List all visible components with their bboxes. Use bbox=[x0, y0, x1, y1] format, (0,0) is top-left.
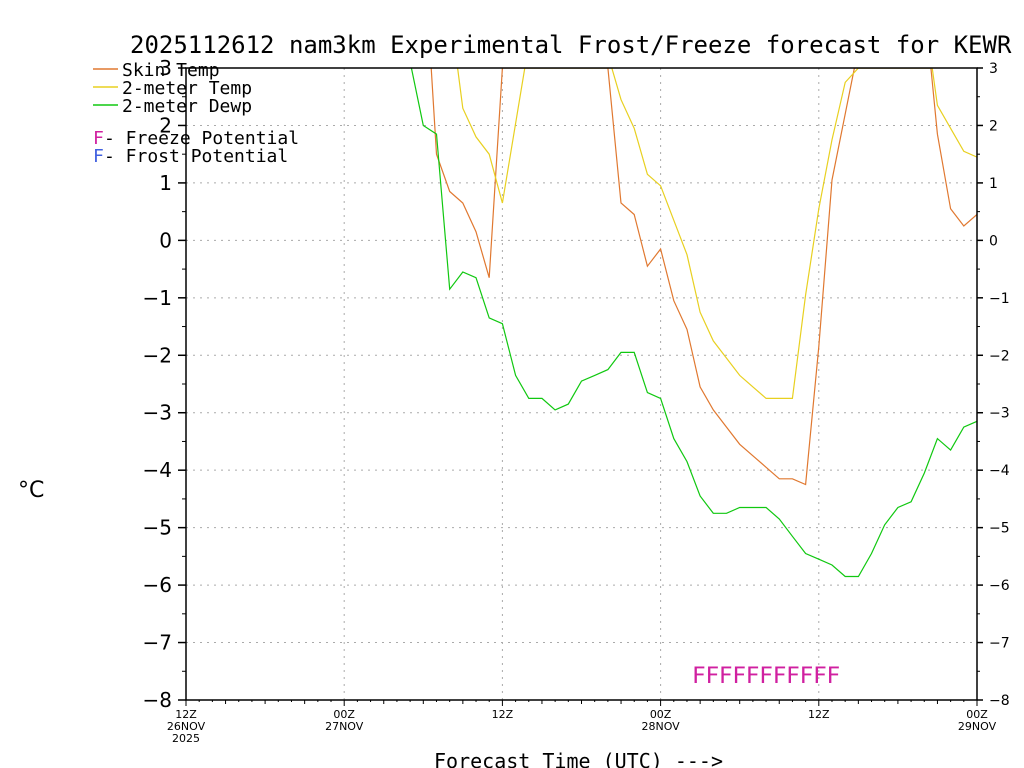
legend-note-symbol: F bbox=[93, 128, 104, 149]
freeze-potential-markers: FFFFFFFFFFF bbox=[692, 664, 840, 689]
x-tick-label: 27NOV bbox=[325, 720, 364, 733]
y-tick-label-right: −6 bbox=[989, 578, 1010, 594]
y-tick-label-left: 3 bbox=[159, 56, 172, 80]
legend-label: 2-meter Temp bbox=[122, 78, 252, 99]
x-axis-label: Forecast Time (UTC) ---> bbox=[434, 749, 723, 768]
y-tick-label-right: −7 bbox=[989, 636, 1010, 652]
x-tick-label: 29NOV bbox=[958, 720, 997, 733]
y-tick-label-right: −5 bbox=[989, 521, 1010, 537]
y-tick-label-left: −2 bbox=[143, 343, 172, 367]
x-tick-label: 2025 bbox=[172, 732, 200, 745]
x-tick-label: 00Z bbox=[966, 708, 988, 721]
x-tick-label: 00Z bbox=[650, 708, 672, 721]
legend-note-text: - Freeze Potential bbox=[104, 128, 299, 149]
y-tick-label-left: 2 bbox=[159, 113, 172, 137]
y-tick-label-right: 3 bbox=[989, 61, 998, 77]
annotation-layer: FFFFFFFFFFF bbox=[692, 664, 840, 689]
y-tick-label-right: −8 bbox=[989, 693, 1010, 709]
y-tick-label-left: −1 bbox=[143, 286, 172, 310]
grid bbox=[186, 68, 977, 700]
y-tick-label-right: −4 bbox=[989, 463, 1010, 479]
y-tick-label-left: 1 bbox=[159, 171, 172, 195]
y-axis-label: °C bbox=[18, 478, 44, 503]
y-axis-right: 3 2 1 0 −1 −2 −3 −4 −5 −6 −7 −8 bbox=[977, 61, 1010, 709]
y-tick-label-left: −3 bbox=[143, 401, 172, 425]
y-tick-label-right: 1 bbox=[989, 176, 998, 192]
y-axis-left: 3 2 1 0 −1 −2 −3 −4 −5 −6 −7 −8 bbox=[143, 56, 186, 712]
x-tick-label: 12Z bbox=[175, 708, 197, 721]
y-tick-label-left: −6 bbox=[143, 573, 172, 597]
x-tick-label: 12Z bbox=[492, 708, 514, 721]
chart-title: 2025112612 nam3km Experimental Frost/Fre… bbox=[130, 31, 1012, 59]
x-tick-label: 26NOV bbox=[167, 720, 206, 733]
plot-frame bbox=[185, 67, 978, 701]
y-tick-label-right: 2 bbox=[989, 118, 998, 134]
y-tick-label-right: −2 bbox=[989, 348, 1010, 364]
y-tick-label-left: −7 bbox=[143, 631, 172, 655]
series-line-skin-temp bbox=[430, 68, 977, 486]
y-tick-label-left: −4 bbox=[143, 458, 172, 482]
y-tick-label-left: −5 bbox=[143, 516, 172, 540]
series-layer bbox=[410, 68, 977, 578]
series-line-2-meter-dewp bbox=[410, 68, 977, 578]
series-line-2-meter-temp bbox=[457, 68, 977, 399]
legend-label: 2-meter Dewp bbox=[122, 96, 252, 117]
y-tick-label-right: −1 bbox=[989, 291, 1010, 307]
y-tick-label-left: 0 bbox=[159, 228, 172, 252]
y-tick-label-left: −8 bbox=[143, 688, 172, 712]
x-tick-label: 28NOV bbox=[641, 720, 680, 733]
legend-note-symbol: F bbox=[93, 146, 104, 167]
y-tick-label-right: −3 bbox=[989, 406, 1010, 422]
y-tick-label-right: 0 bbox=[989, 233, 998, 249]
legend-note-text: - Frost Potential bbox=[104, 146, 288, 167]
x-tick-label: 12Z bbox=[808, 708, 830, 721]
x-tick-label: 00Z bbox=[333, 708, 355, 721]
legend-label: Skin Temp bbox=[122, 60, 220, 81]
